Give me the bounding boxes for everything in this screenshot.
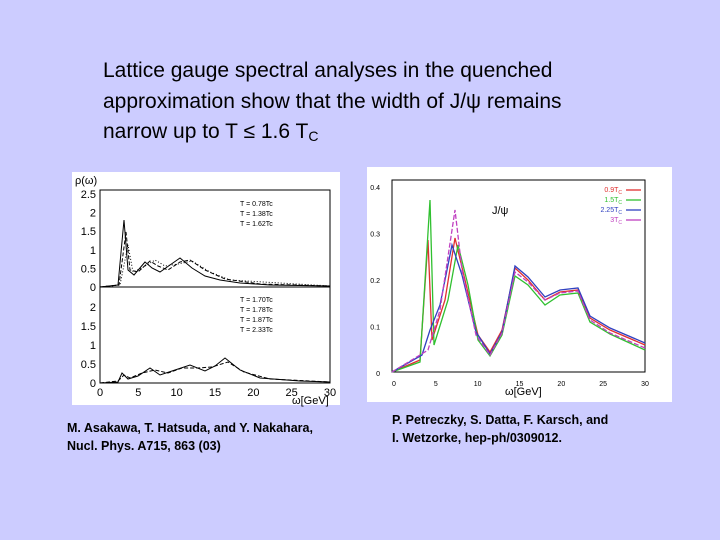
x-tick-label: 15	[516, 381, 524, 388]
legend-label: 2.25TC	[600, 207, 622, 216]
x-tick-label: 15	[209, 387, 221, 399]
tick-label: 0	[90, 378, 96, 390]
tick-label: 1	[90, 245, 96, 257]
heading-line: approximation show that the width of J/ψ…	[103, 90, 562, 113]
x-axis-label: ω[GeV]	[292, 395, 329, 407]
left-figure	[72, 172, 340, 405]
y-axis-label: ρ(ω)	[75, 175, 97, 187]
tick-label: 0.3	[370, 232, 380, 239]
x-tick-label: 25	[599, 381, 607, 388]
legend-label: T = 1.38Tc	[240, 211, 273, 218]
tick-label: 2	[90, 208, 96, 220]
right-figure	[367, 167, 672, 402]
curve	[99, 361, 331, 384]
x-tick-label: 10	[474, 381, 482, 388]
heading-subscript: C	[308, 128, 318, 144]
x-tick-label: 20	[247, 387, 259, 399]
caption-line: Nucl. Phys. A715, 863 (03)	[67, 439, 221, 453]
tick-label: 1	[90, 340, 96, 352]
x-tick-label: 30	[324, 387, 336, 399]
annotation: J/ψ	[492, 205, 509, 217]
legend-label: T = 1.70Tc	[240, 297, 273, 304]
legend-label: T = 0.78Tc	[240, 201, 273, 208]
x-tick-label: 30	[641, 381, 649, 388]
tick-label: 0.1	[370, 325, 380, 332]
heading-line: Lattice gauge spectral analyses in the q…	[103, 59, 552, 82]
legend-name: 3T	[610, 217, 619, 224]
legend-label: 0.9TC	[604, 187, 622, 196]
x-tick-label: 10	[171, 387, 183, 399]
caption-line: M. Asakawa, T. Hatsuda, and Y. Nakahara,	[67, 421, 313, 435]
curve	[391, 237, 646, 373]
legend-sub: C	[618, 220, 622, 226]
legend-name: 2.25T	[600, 207, 619, 214]
tick-label: 2.5	[81, 189, 96, 201]
tick-label: 0.5	[81, 359, 96, 371]
x-tick-label: 20	[557, 381, 565, 388]
tick-label: 0	[376, 371, 380, 378]
x-tick-label: 0	[97, 387, 103, 399]
legend-sub: C	[618, 190, 622, 196]
caption-line: I. Wetzorke, hep-ph/0309012.	[392, 431, 562, 445]
curve	[99, 244, 331, 288]
tick-label: 0.5	[81, 263, 96, 275]
heading-line: narrow up to T ≤ 1.6 TC	[103, 120, 318, 144]
left-labels: ρ(ω) ω[GeV]	[75, 175, 329, 407]
x-tick-label: 5	[434, 381, 438, 388]
legend-label: T = 1.62Tc	[240, 221, 273, 228]
tick-label: 0.4	[370, 185, 380, 192]
legend-label: T = 1.78Tc	[240, 307, 273, 314]
legend-name: 0.9T	[604, 187, 619, 194]
left-curves	[99, 219, 331, 384]
tick-label: 0.2	[370, 278, 380, 285]
x-tick-label: 5	[135, 387, 141, 399]
curve	[391, 209, 646, 373]
frame	[391, 179, 646, 373]
tick-label: 1.5	[81, 321, 96, 333]
x-axis-label: ω[GeV]	[505, 386, 542, 398]
legend-label: 3TC	[610, 217, 622, 226]
legend-sub: C	[618, 200, 622, 206]
right-curves	[391, 199, 646, 373]
tick-label: 2	[90, 302, 96, 314]
tick-label: 0	[90, 282, 96, 294]
curve	[99, 231, 331, 288]
legend-sub: C	[618, 210, 622, 216]
x-tick-label: 0	[392, 381, 396, 388]
heading-text: narrow up to T ≤ 1.6 T	[103, 120, 308, 143]
tick-label: 1.5	[81, 226, 96, 238]
legend-label: T = 2.33Tc	[240, 327, 273, 334]
legend-label: T = 1.87Tc	[240, 317, 273, 324]
caption-line: P. Petreczky, S. Datta, F. Karsch, and	[392, 413, 608, 427]
legend-label: 1.5TC	[604, 197, 622, 206]
curve	[391, 242, 646, 373]
x-tick-label: 25	[286, 387, 298, 399]
legend-name: 1.5T	[604, 197, 619, 204]
